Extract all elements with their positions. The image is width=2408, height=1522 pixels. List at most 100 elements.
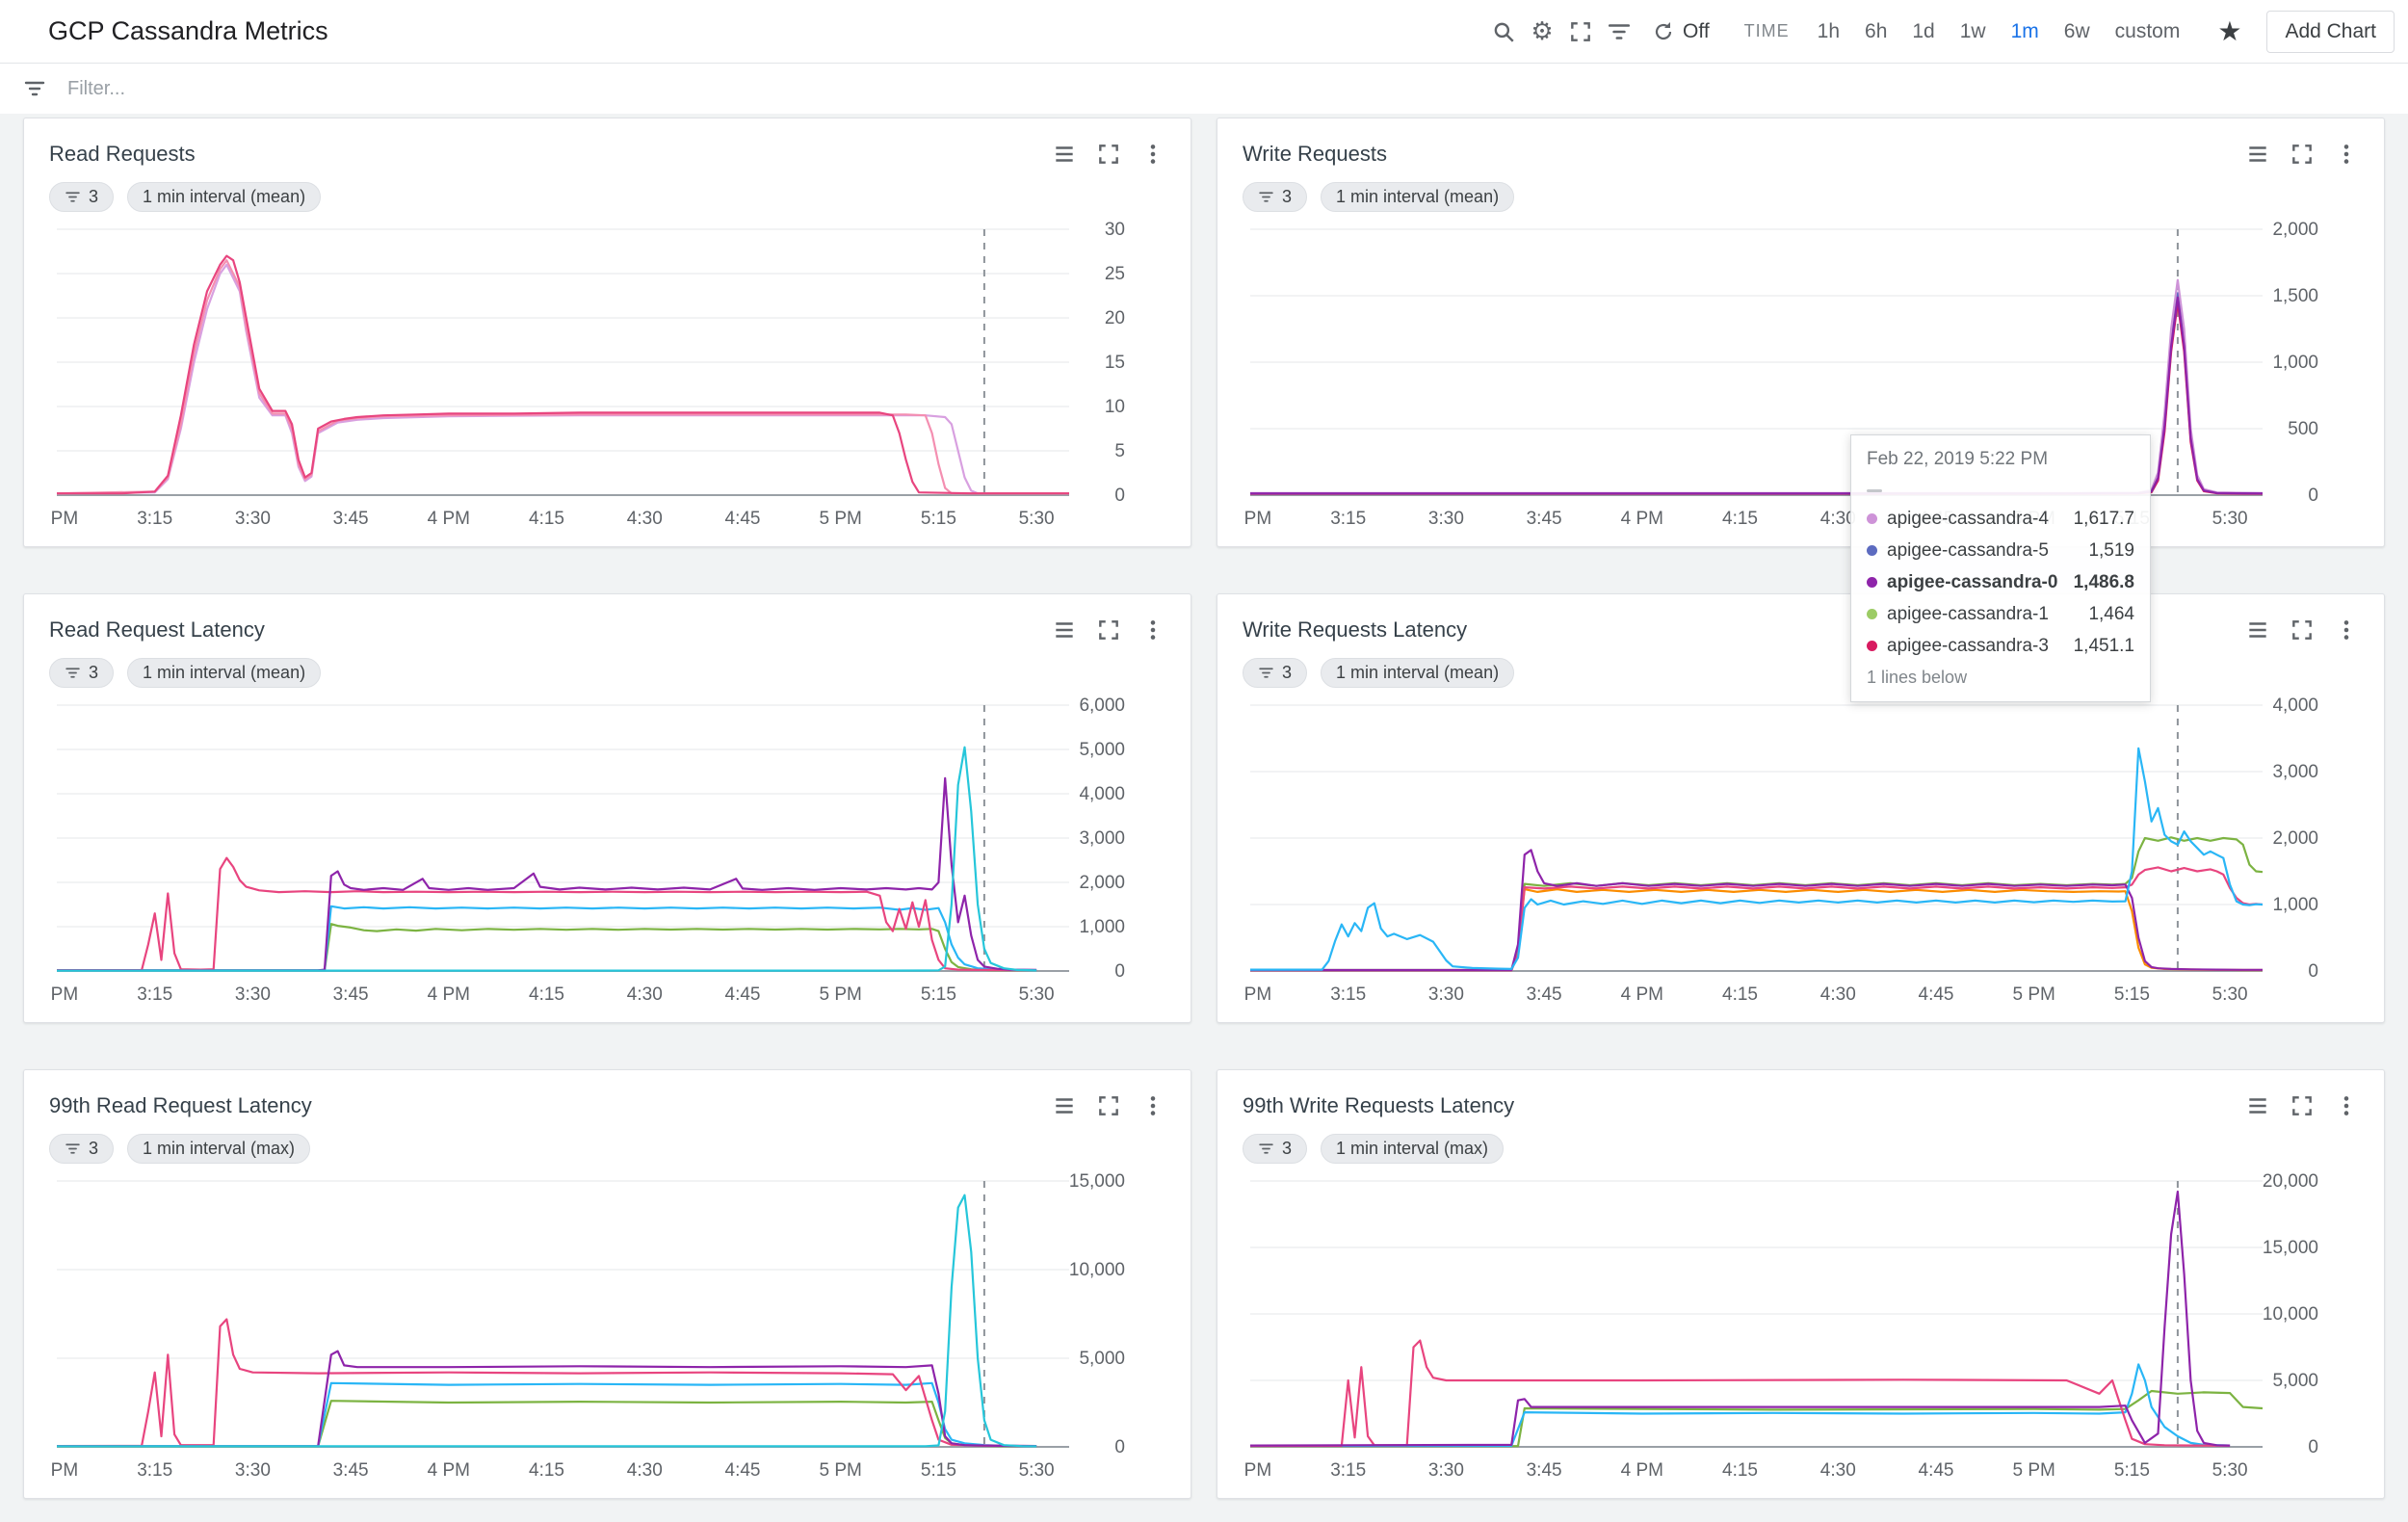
series-name: apigee-cassandra-3 — [1887, 635, 2049, 656]
svg-text:4 PM: 4 PM — [1621, 984, 1663, 1005]
interval-chip[interactable]: 1 min interval (mean) — [127, 182, 322, 212]
fullscreen-icon[interactable] — [1561, 13, 1600, 51]
svg-text:5 PM: 5 PM — [820, 509, 862, 529]
expand-icon[interactable] — [1096, 617, 1121, 643]
filter-input[interactable] — [65, 76, 2385, 101]
range-6h[interactable]: 6h — [1865, 19, 1888, 42]
series-color-dot — [1867, 641, 1877, 651]
interval-chip[interactable]: 1 min interval (mean) — [1321, 182, 1515, 212]
filter-chip[interactable]: 3 — [49, 658, 115, 688]
tooltip-row: apigee-cassandra-4 1,617.7 — [1867, 503, 2134, 535]
interval-chip[interactable]: 1 min interval (mean) — [1321, 658, 1515, 688]
legend-icon[interactable] — [2245, 617, 2270, 643]
series-value: 1,464 — [2088, 603, 2134, 624]
svg-text:4:15: 4:15 — [1722, 984, 1758, 1005]
svg-text:3:45: 3:45 — [333, 984, 369, 1005]
line-chart[interactable]: 0 5 10 15 20 25 30 3 PM 3:15 3:30 3:45 4 PM 4:15 4:30… — [36, 216, 1165, 534]
svg-text:3 PM: 3 PM — [1243, 509, 1271, 529]
expand-icon[interactable] — [2290, 1093, 2315, 1118]
interval-chip[interactable]: 1 min interval (max) — [127, 1134, 311, 1164]
chart-title: Write Requests Latency — [1243, 617, 1468, 642]
filter-list-icon[interactable] — [1600, 13, 1638, 51]
svg-text:5:30: 5:30 — [2212, 1460, 2248, 1481]
interval-chip[interactable]: 1 min interval (mean) — [127, 658, 322, 688]
chart-title: Write Requests — [1243, 142, 1387, 166]
svg-text:3:15: 3:15 — [137, 509, 172, 529]
range-1m[interactable]: 1m — [2010, 19, 2039, 42]
range-1h[interactable]: 1h — [1817, 19, 1841, 42]
more-options-icon[interactable] — [2334, 142, 2359, 167]
expand-icon[interactable] — [2290, 617, 2315, 643]
line-chart[interactable]: 0 5,000 10,000 15,000 3 PM 3:15 3:30 3:45 4 PM 4:… — [36, 1168, 1165, 1485]
svg-text:4 PM: 4 PM — [428, 984, 470, 1005]
svg-text:3:15: 3:15 — [1330, 509, 1366, 529]
svg-text:4:30: 4:30 — [627, 1460, 663, 1481]
settings-gear-icon[interactable]: ⚙ — [1531, 16, 1554, 45]
search-icon[interactable] — [1484, 13, 1523, 51]
legend-icon[interactable] — [1052, 1093, 1077, 1118]
svg-text:4 PM: 4 PM — [428, 1460, 470, 1481]
svg-text:4:15: 4:15 — [529, 509, 564, 529]
line-chart[interactable]: 0 500 1,000 1,500 2,000 3 PM 3:15 3:30 3:45 4 PM 4… — [1229, 216, 2359, 534]
range-1w[interactable]: 1w — [1959, 19, 1986, 42]
more-options-icon[interactable] — [1140, 142, 1165, 167]
add-chart-button[interactable]: Add Chart — [2266, 10, 2395, 53]
more-options-icon[interactable] — [1140, 617, 1165, 643]
legend-icon[interactable] — [2245, 142, 2270, 167]
svg-text:1,500: 1,500 — [2272, 286, 2318, 306]
top-bar: GCP Cassandra Metrics ⚙ Off TIME 1h 6h 1… — [0, 0, 2408, 64]
svg-text:4:15: 4:15 — [1722, 1460, 1758, 1481]
filter-bar — [0, 64, 2408, 114]
svg-text:3:45: 3:45 — [1527, 1460, 1562, 1481]
svg-text:4 PM: 4 PM — [428, 509, 470, 529]
more-options-icon[interactable] — [1140, 1093, 1165, 1118]
svg-text:3,000: 3,000 — [2272, 762, 2318, 782]
filter-icon — [65, 665, 81, 681]
svg-text:4:30: 4:30 — [627, 509, 663, 529]
chart-title: Read Request Latency — [49, 617, 265, 642]
filter-chip[interactable]: 3 — [49, 182, 115, 212]
auto-refresh-toggle[interactable]: Off — [1652, 20, 1710, 43]
filter-chip[interactable]: 3 — [1243, 182, 1308, 212]
expand-icon[interactable] — [1096, 142, 1121, 167]
range-custom[interactable]: custom — [2114, 19, 2181, 42]
svg-text:4:30: 4:30 — [1820, 509, 1856, 529]
more-options-icon[interactable] — [2334, 617, 2359, 643]
svg-text:3:45: 3:45 — [1527, 984, 1562, 1005]
svg-text:4 PM: 4 PM — [1621, 509, 1663, 529]
filter-chip[interactable]: 3 — [1243, 1134, 1308, 1164]
tooltip-row: apigee-cassandra-1 1,464 — [1867, 598, 2134, 630]
svg-text:3 PM: 3 PM — [1243, 984, 1271, 1005]
svg-text:4:45: 4:45 — [725, 1460, 761, 1481]
expand-icon[interactable] — [2290, 142, 2315, 167]
legend-icon[interactable] — [1052, 142, 1077, 167]
chart-card-99th-write-requests-latency: 99th Write Requests Latency 3 1 min inte… — [1217, 1069, 2385, 1499]
svg-text:0: 0 — [1114, 1437, 1125, 1457]
svg-text:10,000: 10,000 — [2263, 1304, 2318, 1325]
more-options-icon[interactable] — [2334, 1093, 2359, 1118]
expand-icon[interactable] — [1096, 1093, 1121, 1118]
svg-text:0: 0 — [1114, 485, 1125, 506]
legend-icon[interactable] — [2245, 1093, 2270, 1118]
svg-text:10,000: 10,000 — [1069, 1260, 1125, 1280]
line-chart[interactable]: 0 5,000 10,000 15,000 20,000 3 PM 3:15 3:30 3:45… — [1229, 1168, 2359, 1485]
svg-text:0: 0 — [1114, 961, 1125, 982]
series-color-dot — [1867, 609, 1877, 619]
filter-chip[interactable]: 3 — [1243, 658, 1308, 688]
refresh-label: Off — [1683, 19, 1710, 42]
range-1d[interactable]: 1d — [1912, 19, 1935, 42]
svg-text:5:30: 5:30 — [2212, 984, 2248, 1005]
filter-chip[interactable]: 3 — [49, 1134, 115, 1164]
interval-chip[interactable]: 1 min interval (max) — [1321, 1134, 1505, 1164]
legend-icon[interactable] — [1052, 617, 1077, 643]
svg-text:3:15: 3:15 — [1330, 1460, 1366, 1481]
refresh-icon — [1652, 20, 1675, 43]
chart-card-99th-read-request-latency: 99th Read Request Latency 3 1 min interv… — [23, 1069, 1191, 1499]
page-title: GCP Cassandra Metrics — [48, 16, 328, 45]
svg-text:3:15: 3:15 — [137, 1460, 172, 1481]
range-6w[interactable]: 6w — [2063, 19, 2090, 42]
line-chart[interactable]: 0 1,000 2,000 3,000 4,000 3 PM 3:15 3:30 3:45 4 P… — [1229, 692, 2359, 1010]
filter-count: 3 — [89, 1139, 99, 1158]
line-chart[interactable]: 0 1,000 2,000 3,000 4,000 5,000 6,000 3 PM 3:15 3… — [36, 692, 1165, 1010]
favorite-star-icon[interactable]: ★ — [2217, 15, 2242, 46]
